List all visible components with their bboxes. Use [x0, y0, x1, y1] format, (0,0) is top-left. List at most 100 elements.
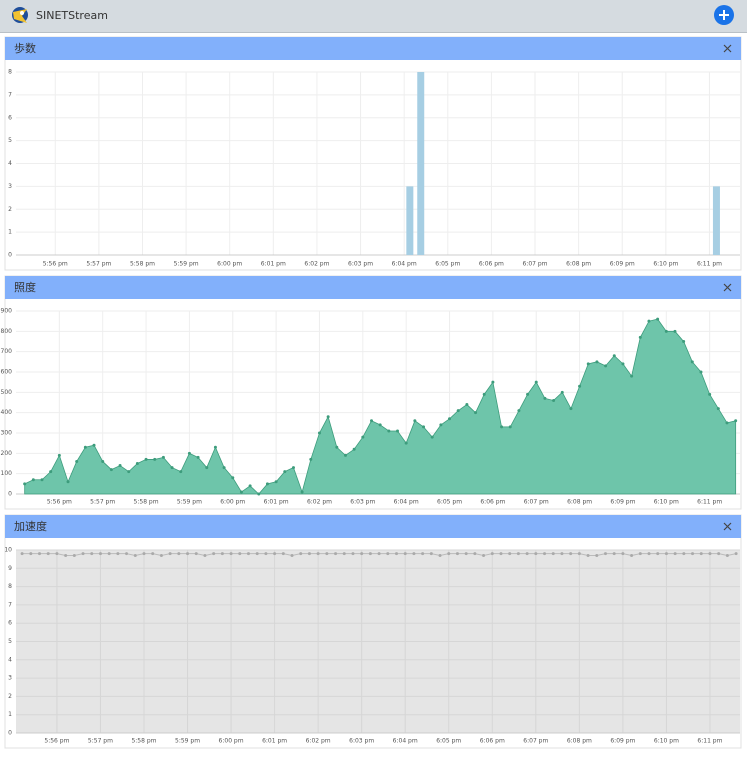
x-tick-label: 6:08 pm — [567, 738, 592, 745]
point — [500, 425, 504, 429]
x-tick-label: 6:00 pm — [217, 261, 242, 268]
point — [23, 482, 27, 486]
point — [725, 553, 729, 557]
y-tick-label: 1 — [8, 229, 12, 236]
point — [369, 419, 373, 423]
y-tick-label: 9 — [8, 565, 12, 572]
point — [109, 468, 113, 472]
y-tick-label: 200 — [1, 450, 13, 457]
point — [317, 431, 321, 435]
x-tick-label: 6:07 pm — [523, 738, 548, 745]
x-tick-label: 5:59 pm — [174, 261, 199, 268]
point — [429, 552, 433, 556]
point — [499, 552, 503, 556]
close-button[interactable] — [723, 283, 732, 292]
panel-header — [5, 37, 741, 60]
y-tick-label: 400 — [1, 409, 13, 416]
point — [473, 552, 477, 556]
close-button[interactable] — [723, 44, 732, 53]
x-tick-label: 6:05 pm — [435, 261, 460, 268]
y-tick-label: 2 — [8, 206, 12, 213]
x-tick-label: 6:04 pm — [392, 261, 417, 268]
x-tick-label: 5:58 pm — [134, 499, 159, 506]
point — [474, 411, 478, 415]
point — [508, 552, 512, 556]
x-tick-label: 6:08 pm — [567, 499, 592, 506]
point — [159, 553, 163, 557]
point — [316, 552, 320, 556]
point — [534, 380, 538, 384]
point — [274, 480, 278, 484]
x-tick-label: 6:11 pm — [697, 738, 722, 745]
x-tick-label: 6:02 pm — [307, 499, 332, 506]
point — [220, 552, 224, 556]
y-tick-label: 4 — [8, 656, 12, 663]
point — [309, 457, 313, 461]
point — [29, 552, 33, 556]
point — [396, 429, 400, 433]
point — [387, 429, 391, 433]
point — [603, 552, 607, 556]
point — [630, 553, 634, 557]
point — [656, 552, 660, 556]
point — [673, 329, 677, 333]
point — [342, 552, 346, 556]
y-tick-label: 3 — [8, 183, 12, 190]
x-tick-label: 6:02 pm — [304, 261, 329, 268]
point — [92, 443, 96, 447]
point — [161, 455, 165, 459]
app-title: SINETStream — [36, 9, 108, 22]
point — [526, 392, 530, 396]
point — [508, 425, 512, 429]
point — [490, 552, 494, 556]
point — [307, 552, 311, 556]
point — [638, 335, 642, 339]
point — [439, 423, 443, 427]
panel-title: 歩数 — [14, 41, 36, 55]
y-tick-label: 10 — [4, 547, 12, 554]
point — [64, 553, 68, 557]
x-tick-label: 6:09 pm — [610, 499, 635, 506]
x-tick-label: 6:03 pm — [350, 499, 375, 506]
point — [238, 552, 242, 556]
point — [647, 552, 651, 556]
point — [133, 553, 137, 557]
add-button[interactable] — [714, 5, 734, 25]
y-tick-label: 7 — [8, 91, 12, 98]
point — [177, 552, 181, 556]
point — [456, 409, 460, 413]
close-icon — [723, 522, 732, 531]
y-tick-label: 1 — [8, 711, 12, 718]
point — [135, 462, 139, 465]
x-tick-label: 6:08 pm — [566, 261, 591, 268]
point — [90, 552, 94, 556]
x-tick-label: 5:56 pm — [44, 738, 69, 745]
point — [413, 419, 417, 423]
y-tick-label: 900 — [1, 308, 13, 315]
point — [560, 552, 564, 556]
x-tick-label: 6:07 pm — [522, 261, 547, 268]
point — [125, 552, 129, 556]
close-button[interactable] — [723, 522, 732, 531]
logo — [12, 7, 28, 23]
x-tick-label: 6:06 pm — [480, 499, 505, 506]
y-tick-label: 5 — [8, 638, 12, 645]
x-tick-label: 6:05 pm — [437, 499, 462, 506]
point — [46, 552, 50, 556]
point — [430, 435, 434, 439]
x-tick-label: 6:10 pm — [653, 261, 678, 268]
x-tick-label: 5:58 pm — [130, 261, 155, 268]
point — [116, 552, 120, 556]
point — [422, 425, 426, 429]
point — [638, 552, 642, 556]
point — [586, 553, 590, 557]
point — [231, 476, 235, 480]
point — [246, 552, 250, 556]
point — [690, 360, 694, 364]
x-tick-label: 5:56 pm — [47, 499, 72, 506]
point — [595, 553, 599, 557]
point — [118, 464, 122, 468]
point — [699, 552, 703, 556]
y-tick-label: 8 — [8, 583, 12, 590]
point — [213, 445, 217, 449]
